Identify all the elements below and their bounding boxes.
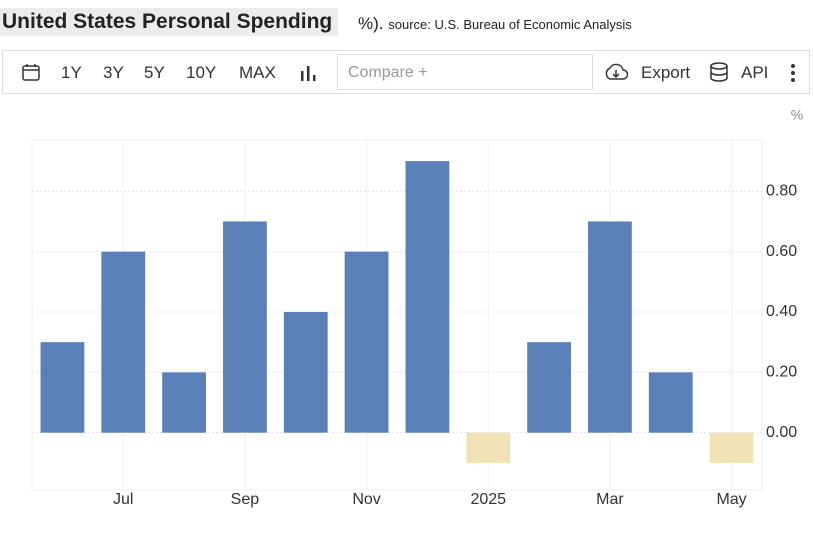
bar [40, 342, 85, 433]
y-tick-label: 0.60 [766, 243, 797, 260]
api-icon[interactable] [709, 61, 729, 83]
title: United States Personal Spending [0, 8, 339, 36]
range-button[interactable]: 1Y [61, 63, 82, 82]
header: United States Personal Spending %). sour… [0, 4, 813, 40]
bar [101, 251, 146, 433]
plot-area [31, 139, 763, 491]
api-button[interactable]: API [741, 63, 769, 82]
bar [405, 161, 450, 433]
unit-label: % [791, 107, 803, 123]
bar [648, 372, 693, 433]
y-tick-label: 0.40 [766, 303, 797, 320]
chart: % 0.00 0.20 0.40 0.60 0.80 Jul Sep Nov 2025 Mar Ma… [31, 107, 803, 508]
y-tick-label: 0.00 [766, 424, 797, 441]
range-button[interactable]: 10Y [186, 63, 217, 82]
menu-icon[interactable] [789, 63, 797, 83]
bar [162, 372, 206, 433]
export-icon[interactable] [603, 62, 629, 84]
suffix: %). [358, 14, 384, 33]
x-tick-label: Jul [113, 491, 133, 508]
bar [223, 221, 267, 433]
x-tick-label: Sep [231, 491, 260, 508]
x-tick-label: 2025 [470, 491, 506, 508]
bar [283, 311, 328, 433]
x-tick-label: Mar [596, 491, 624, 508]
bar [527, 342, 571, 433]
bar [344, 251, 389, 433]
bar [709, 432, 754, 463]
calendar-icon[interactable] [21, 62, 41, 82]
y-tick-label: 0.80 [766, 183, 797, 200]
bar [466, 432, 511, 463]
bar [588, 221, 632, 433]
x-tick-label: May [716, 491, 746, 508]
x-tick-label: Nov [352, 491, 380, 508]
subtitle: %). source: U.S. Bureau of Economic Anal… [358, 14, 632, 34]
y-tick-label: 0.20 [766, 364, 797, 381]
toolbar: 1Y 3Y 5Y 10Y MAX Compare + Export API [2, 50, 810, 94]
range-button[interactable]: 5Y [144, 63, 165, 82]
export-button[interactable]: Export [641, 63, 691, 82]
range-button[interactable]: 3Y [103, 63, 124, 82]
source: source: U.S. Bureau of Economic Analysis [388, 17, 632, 32]
chart-type-icon[interactable] [299, 63, 319, 83]
range-button[interactable]: MAX [239, 63, 276, 82]
compare-input[interactable]: Compare + [337, 54, 593, 90]
